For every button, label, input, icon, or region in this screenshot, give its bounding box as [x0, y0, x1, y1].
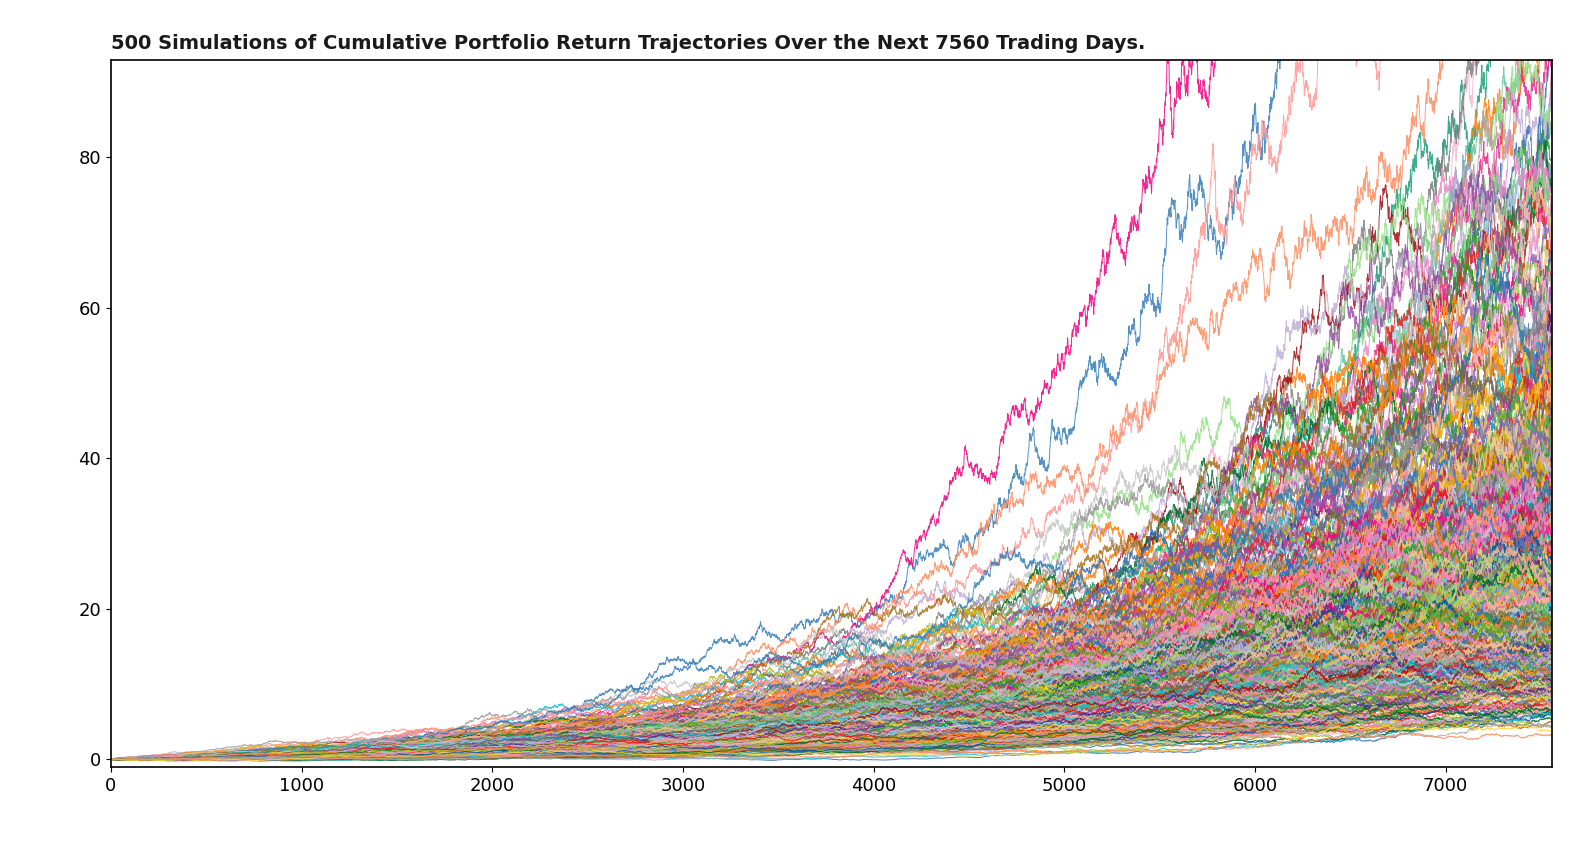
Text: 500 Simulations of Cumulative Portfolio Return Trajectories Over the Next 7560 T: 500 Simulations of Cumulative Portfolio … — [111, 33, 1145, 53]
